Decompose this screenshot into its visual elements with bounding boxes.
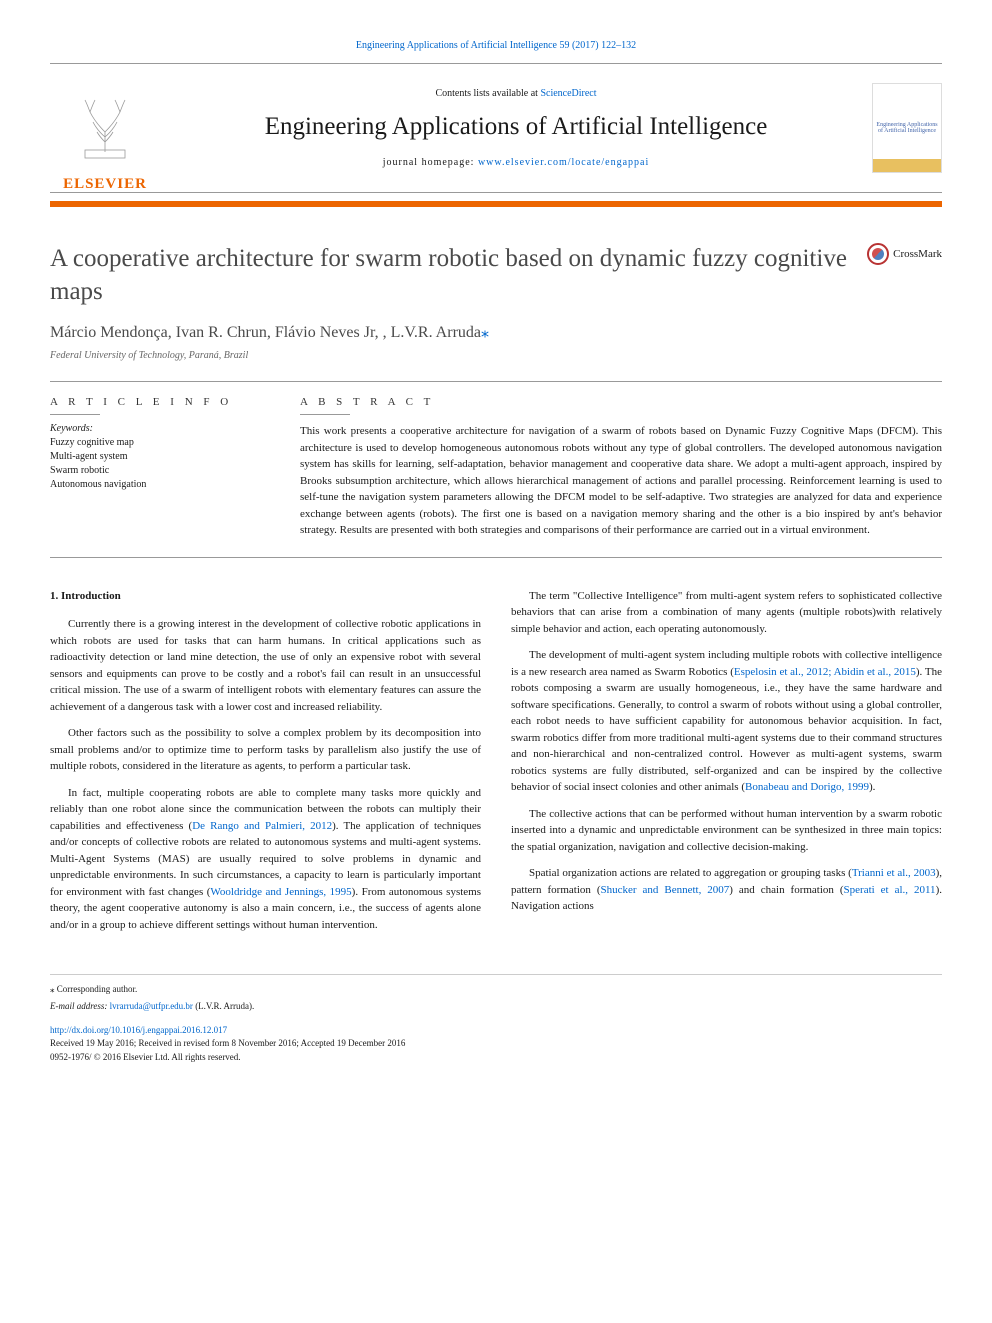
abstract-block: A B S T R A C T This work presents a coo…	[300, 396, 942, 539]
keyword: Swarm robotic	[50, 464, 260, 478]
abstract-text: This work presents a cooperative archite…	[300, 423, 942, 539]
sciencedirect-link[interactable]: ScienceDirect	[540, 88, 596, 99]
homepage-line: journal homepage: www.elsevier.com/locat…	[160, 157, 872, 168]
email-link[interactable]: lvrarruda@utfpr.edu.br	[110, 1001, 193, 1011]
header-center: Contents lists available at ScienceDirec…	[160, 88, 872, 168]
accent-bar	[50, 201, 942, 207]
email-label: E-mail address:	[50, 1001, 110, 1011]
keywords-list: Fuzzy cognitive map Multi-agent system S…	[50, 436, 260, 492]
homepage-link[interactable]: www.elsevier.com/locate/engappai	[478, 157, 649, 168]
keyword: Autonomous navigation	[50, 478, 260, 492]
author-names: Márcio Mendonça, Ivan R. Chrun, Flávio N…	[50, 324, 481, 341]
crossmark-label: CrossMark	[893, 248, 942, 260]
footer: ⁎ Corresponding author. E-mail address: …	[50, 974, 942, 1065]
body-paragraph: In fact, multiple cooperating robots are…	[50, 785, 481, 934]
received-line: Received 19 May 2016; Received in revise…	[50, 1037, 942, 1051]
email-suffix: (L.V.R. Arruda).	[193, 1001, 254, 1011]
running-header: Engineering Applications of Artificial I…	[50, 40, 942, 51]
short-rule	[50, 414, 100, 415]
email-line: E-mail address: lvrarruda@utfpr.edu.br (…	[50, 1000, 942, 1014]
article-info-heading: A R T I C L E I N F O	[50, 396, 260, 408]
corresponding-marker[interactable]: ⁎	[481, 324, 489, 341]
citation-link[interactable]: Wooldridge and Jennings, 1995	[210, 886, 351, 898]
doi-link[interactable]: http://dx.doi.org/10.1016/j.engappai.201…	[50, 1025, 227, 1035]
body-paragraph: Currently there is a growing interest in…	[50, 616, 481, 715]
affiliation: Federal University of Technology, Paraná…	[50, 350, 942, 361]
thumb-text: Engineering Applications of Artificial I…	[875, 122, 939, 134]
citation-link[interactable]: Espelosin et al., 2012; Abidin et al., 2…	[734, 666, 916, 678]
keyword: Multi-agent system	[50, 450, 260, 464]
citation-link[interactable]: De Rango and Palmieri, 2012	[192, 820, 332, 832]
journal-title: Engineering Applications of Artificial I…	[160, 113, 872, 141]
authors: Márcio Mendonça, Ivan R. Chrun, Flávio N…	[50, 322, 942, 342]
body-columns: 1. Introduction Currently there is a gro…	[50, 588, 942, 934]
divider	[50, 381, 942, 382]
publisher-name: ELSEVIER	[63, 176, 147, 193]
body-paragraph: The collective actions that can be perfo…	[511, 806, 942, 856]
citation-link[interactable]: Shucker and Bennett, 2007	[601, 884, 730, 896]
homepage-prefix: journal homepage:	[383, 157, 478, 168]
body-paragraph: Other factors such as the possibility to…	[50, 725, 481, 775]
copyright-line: 0952-1976/ © 2016 Elsevier Ltd. All righ…	[50, 1051, 942, 1065]
journal-header: ELSEVIER Contents lists available at Sci…	[50, 63, 942, 193]
journal-cover-thumb[interactable]: Engineering Applications of Artificial I…	[872, 83, 942, 173]
citation-link[interactable]: Trianni et al., 2003	[852, 867, 936, 879]
publisher-logo[interactable]: ELSEVIER	[50, 63, 160, 193]
section-heading-intro: 1. Introduction	[50, 588, 481, 605]
article-title: A cooperative architecture for swarm rob…	[50, 243, 847, 308]
citation-link[interactable]: Bonabeau and Dorigo, 1999	[745, 781, 869, 793]
corresponding-note: ⁎ Corresponding author.	[50, 983, 942, 997]
contents-prefix: Contents lists available at	[435, 88, 540, 99]
citation-link[interactable]: Sperati et al., 2011	[844, 884, 936, 896]
keywords-label: Keywords:	[50, 423, 260, 434]
divider	[50, 557, 942, 558]
citation-link[interactable]: Engineering Applications of Artificial I…	[356, 40, 636, 51]
keyword: Fuzzy cognitive map	[50, 436, 260, 450]
body-paragraph: Spatial organization actions are related…	[511, 865, 942, 915]
short-rule	[300, 414, 350, 415]
body-paragraph: The term "Collective Intelligence" from …	[511, 588, 942, 638]
tree-icon	[75, 92, 135, 172]
body-paragraph: The development of multi-agent system in…	[511, 647, 942, 796]
title-row: A cooperative architecture for swarm rob…	[50, 243, 942, 308]
article-info-block: A R T I C L E I N F O Keywords: Fuzzy co…	[50, 396, 260, 539]
abstract-heading: A B S T R A C T	[300, 396, 942, 408]
info-abstract-row: A R T I C L E I N F O Keywords: Fuzzy co…	[50, 396, 942, 539]
crossmark-icon	[867, 243, 889, 265]
crossmark-badge[interactable]: CrossMark	[867, 243, 942, 265]
contents-line: Contents lists available at ScienceDirec…	[160, 88, 872, 99]
